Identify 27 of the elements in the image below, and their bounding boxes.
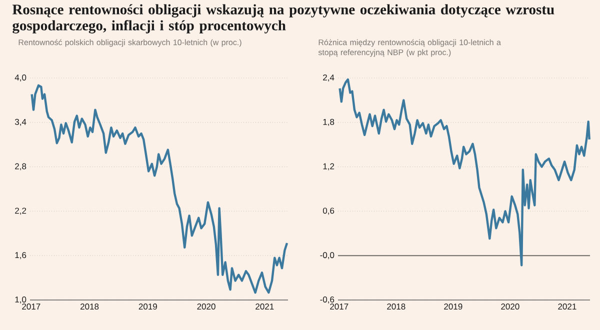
y-tick-label: 1,8 <box>323 118 334 126</box>
y-tick-label: -0,0 <box>320 252 334 260</box>
y-tick-label: 1,2 <box>323 163 334 170</box>
x-tick-label: 2021 <box>558 304 576 310</box>
chart-title: Rosnące rentowności obligacji wskazują na pozytywne oczekiwania dotyczące wzrostu gospodarczego, inflacji i stóp procentowych <box>12 4 554 34</box>
y-tick-label: 2,8 <box>15 163 26 170</box>
y-tick-label: 1,6 <box>15 252 26 260</box>
y-tick-label: -0,6 <box>320 296 334 304</box>
line-series <box>30 84 288 294</box>
x-tick-label: 2020 <box>501 304 520 310</box>
x-tick-label: 2020 <box>197 304 216 310</box>
x-tick-label: 2017 <box>330 304 348 310</box>
x-tick-label: 2017 <box>22 304 40 310</box>
x-tick-label: 2021 <box>256 304 274 310</box>
chart-subtitle: Rentowność polskich obligacji skarbowych 10-letnich (w proc.) <box>18 39 242 47</box>
y-tick-label: 3,4 <box>14 118 26 126</box>
x-tick-label: 2018 <box>387 304 406 310</box>
y-tick-label: 1,0 <box>15 296 26 304</box>
y-tick-label: 4,0 <box>14 74 26 82</box>
x-tick-label: 2019 <box>138 304 157 310</box>
x-tick-label: 2019 <box>444 304 462 310</box>
y-tick-label: 0,6 <box>322 208 334 215</box>
y-tick-label: 2,2 <box>15 208 26 215</box>
y-tick-label: 2,4 <box>323 74 334 82</box>
x-tick-label: 2018 <box>80 304 99 310</box>
chart-subtitle: Różnica między rentownością obligacji 10-letnich a stopą referencyjną NBP (w pkt proc.) <box>318 39 501 57</box>
line-series <box>338 78 590 266</box>
